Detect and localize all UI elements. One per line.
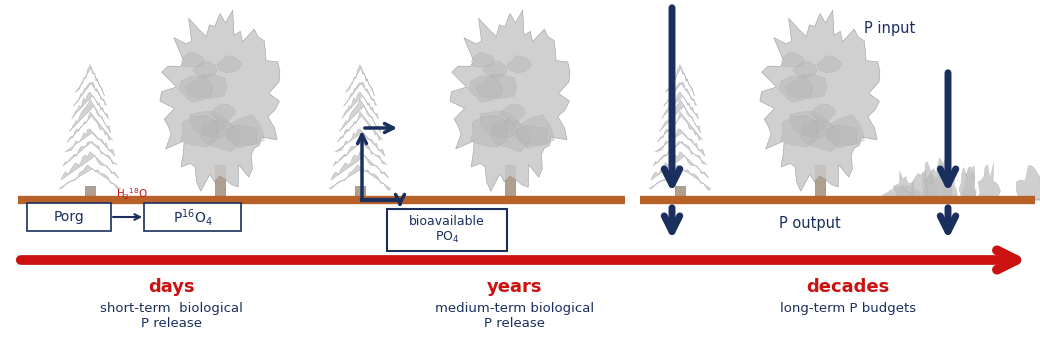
Polygon shape [68,112,112,142]
Polygon shape [333,142,387,166]
Polygon shape [331,152,389,180]
FancyBboxPatch shape [27,203,111,231]
Polygon shape [468,76,502,102]
Polygon shape [181,116,217,147]
Text: Porg: Porg [54,210,84,224]
Polygon shape [517,114,554,145]
Polygon shape [355,186,365,200]
Polygon shape [666,65,695,96]
Polygon shape [655,129,705,156]
Polygon shape [803,119,827,137]
Polygon shape [760,10,880,191]
Polygon shape [924,158,950,200]
Polygon shape [516,125,548,148]
Polygon shape [675,186,685,200]
Polygon shape [779,76,812,102]
Polygon shape [506,56,531,73]
Polygon shape [72,92,108,119]
Polygon shape [329,165,391,191]
Polygon shape [61,152,119,180]
Text: P input: P input [864,21,915,35]
Polygon shape [215,165,225,200]
Polygon shape [181,52,204,67]
Polygon shape [192,61,217,78]
Polygon shape [450,10,570,191]
Polygon shape [781,52,804,67]
Polygon shape [471,52,494,67]
Polygon shape [959,166,977,200]
Polygon shape [200,122,240,152]
Polygon shape [63,142,116,166]
Polygon shape [70,99,110,133]
Polygon shape [335,129,385,156]
Polygon shape [661,92,699,119]
Polygon shape [977,163,1000,200]
Polygon shape [962,167,976,200]
Polygon shape [826,125,858,148]
Polygon shape [345,65,374,96]
Polygon shape [475,74,517,98]
Polygon shape [216,56,241,73]
Polygon shape [659,99,701,133]
Polygon shape [85,186,95,200]
Polygon shape [179,76,212,102]
Polygon shape [505,165,515,200]
Polygon shape [190,111,230,135]
Text: short-term  biological
P release: short-term biological P release [100,302,243,330]
Polygon shape [66,129,114,156]
Polygon shape [816,56,841,73]
Text: days: days [149,278,194,296]
Polygon shape [792,61,817,78]
Polygon shape [227,114,264,145]
Polygon shape [657,112,703,142]
Polygon shape [940,160,958,200]
Text: decades: decades [806,278,889,296]
Text: long-term P budgets: long-term P budgets [780,302,915,315]
Polygon shape [493,119,517,137]
FancyBboxPatch shape [387,209,508,251]
Polygon shape [653,142,707,166]
Text: medium-term biological
P release: medium-term biological P release [435,302,595,330]
Polygon shape [920,169,952,200]
FancyBboxPatch shape [144,203,241,231]
Polygon shape [160,10,280,191]
Polygon shape [781,116,817,147]
Polygon shape [76,65,104,96]
Polygon shape [815,165,825,200]
Polygon shape [800,122,840,152]
Polygon shape [341,92,379,119]
Polygon shape [910,171,937,200]
Polygon shape [664,82,697,107]
Text: years: years [487,278,543,296]
Text: bioavailable
PO$_4$: bioavailable PO$_4$ [409,215,485,245]
Polygon shape [210,104,235,122]
Polygon shape [785,74,827,98]
Polygon shape [810,104,835,122]
Polygon shape [892,171,916,200]
Polygon shape [337,112,383,142]
Polygon shape [490,122,530,152]
Polygon shape [203,119,227,137]
Polygon shape [896,184,922,200]
Polygon shape [471,116,508,147]
Polygon shape [226,125,258,148]
Polygon shape [339,99,381,133]
Polygon shape [921,162,935,200]
Text: H$_2$$^{18}$O: H$_2$$^{18}$O [116,187,149,202]
Polygon shape [1016,166,1040,200]
Polygon shape [343,82,376,107]
Text: P output: P output [779,216,841,231]
Polygon shape [185,74,227,98]
Polygon shape [59,165,121,191]
Polygon shape [483,61,508,78]
Polygon shape [649,165,711,191]
Polygon shape [74,82,106,107]
Polygon shape [882,185,911,200]
Polygon shape [790,111,830,135]
Text: P$^{16}$O$_4$: P$^{16}$O$_4$ [173,206,212,228]
Polygon shape [480,111,520,135]
Polygon shape [651,152,709,180]
Polygon shape [827,114,864,145]
Polygon shape [500,104,525,122]
